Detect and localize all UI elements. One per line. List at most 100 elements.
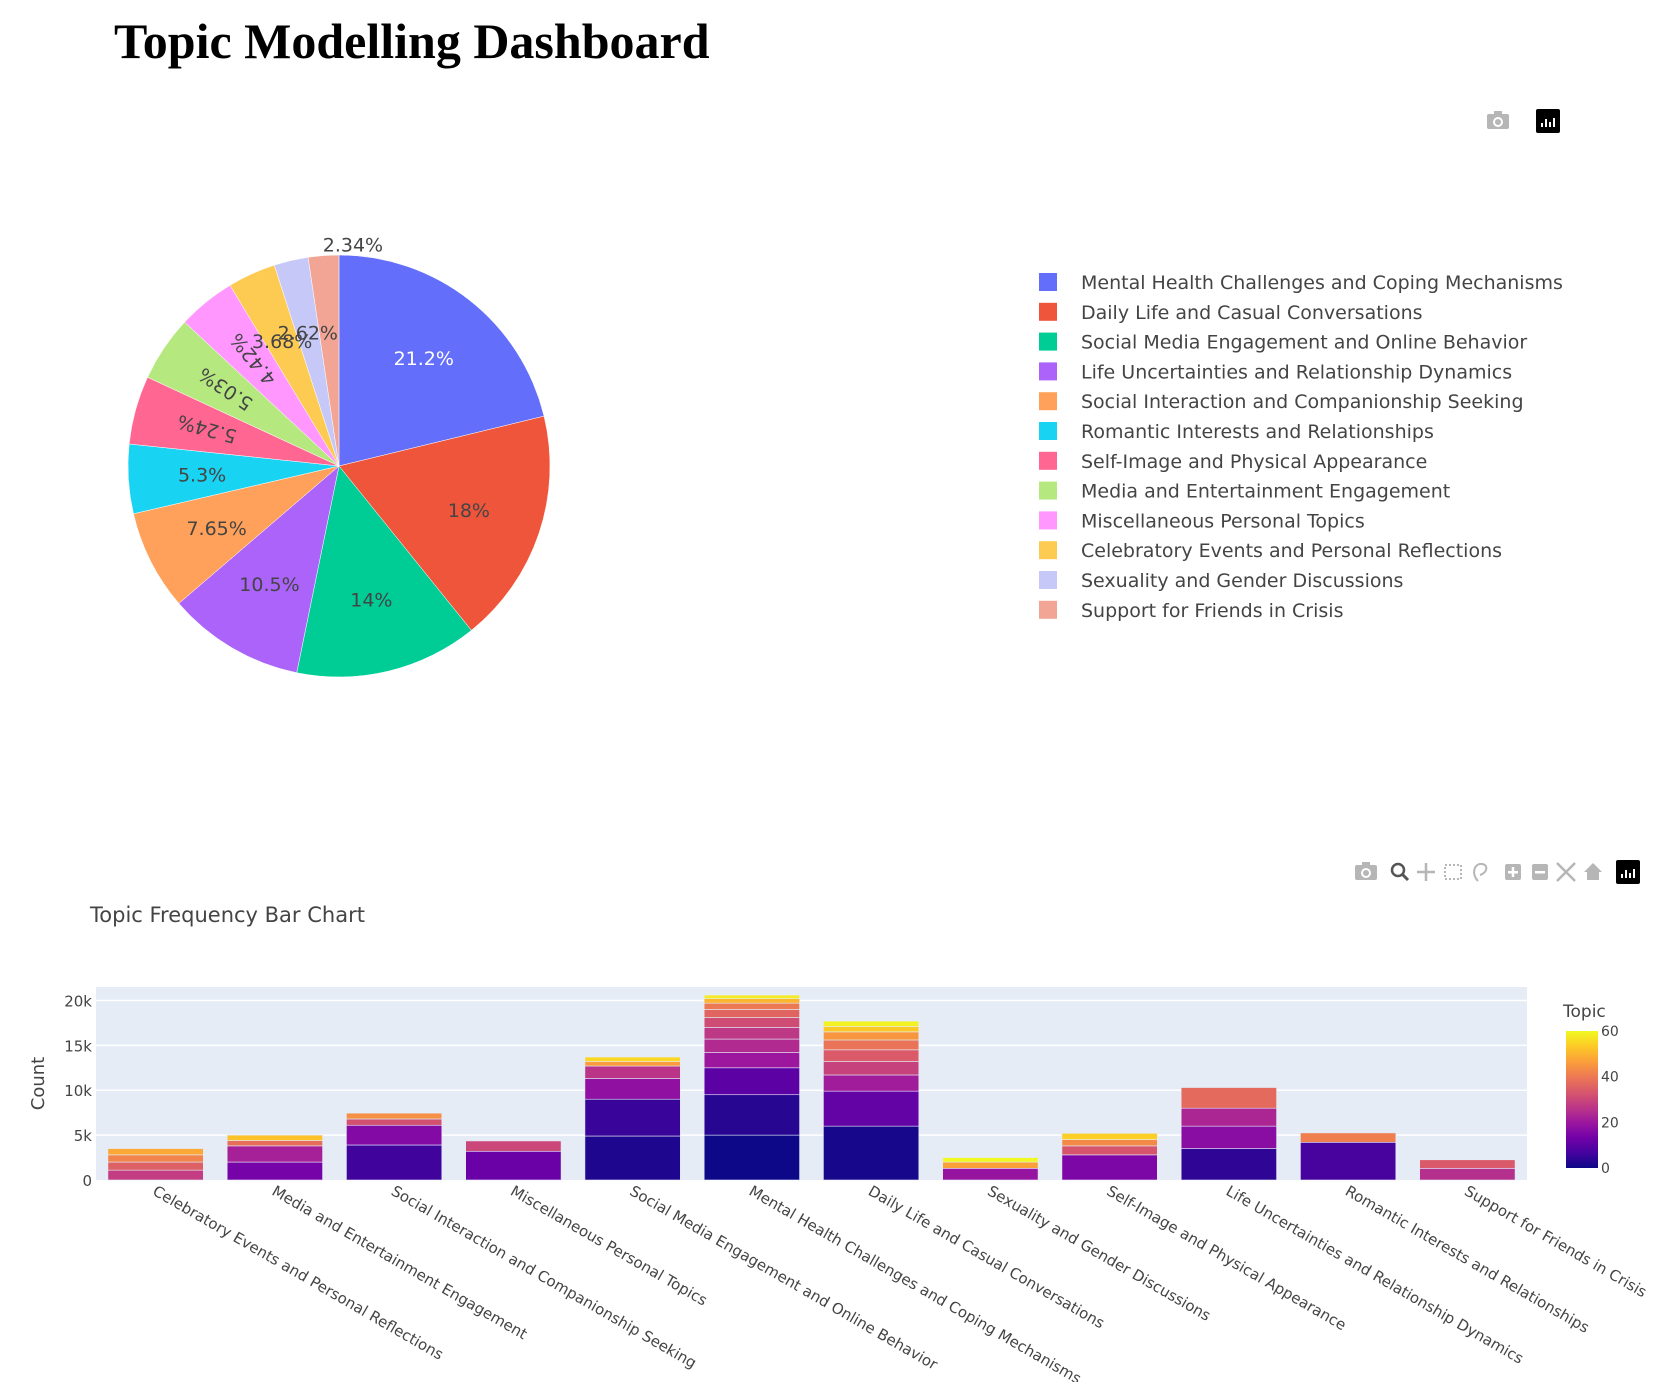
bar-segment[interactable]	[584, 1098, 681, 1137]
legend-swatch	[1039, 600, 1057, 619]
box-select-icon[interactable]	[1444, 864, 1462, 880]
bar-segment[interactable]	[703, 1027, 800, 1040]
legend-item[interactable]: Self-Image and Physical Appearance	[1039, 451, 1427, 473]
bar-segment[interactable]	[942, 1168, 1039, 1181]
bar-segment[interactable]	[1180, 1087, 1277, 1109]
bar-segment[interactable]	[584, 1065, 681, 1079]
plotly-logo-icon[interactable]	[1616, 860, 1640, 884]
camera-icon[interactable]	[1487, 111, 1509, 129]
bar-segment[interactable]	[1419, 1159, 1516, 1169]
reset-axes-icon[interactable]	[1584, 863, 1602, 880]
bar-segment[interactable]	[346, 1124, 443, 1146]
bar-segment[interactable]	[1061, 1145, 1158, 1156]
bar-segment[interactable]	[703, 1134, 800, 1181]
bar-segment[interactable]	[1061, 1139, 1158, 1147]
bar-segment[interactable]	[703, 1038, 800, 1053]
bar-segment[interactable]	[703, 1052, 800, 1069]
bar-segment[interactable]	[1180, 1148, 1277, 1181]
bar-segment[interactable]	[703, 994, 800, 999]
zoom-out-icon[interactable]	[1532, 864, 1548, 880]
bar-segment[interactable]	[584, 1056, 681, 1062]
bar-segment[interactable]	[226, 1161, 323, 1181]
bar-segment[interactable]	[823, 1026, 920, 1033]
legend-item[interactable]: Mental Health Challenges and Coping Mech…	[1039, 272, 1563, 294]
bar-segment[interactable]	[107, 1154, 204, 1163]
legend-item[interactable]: Media and Entertainment Engagement	[1039, 481, 1450, 503]
bar-segment[interactable]	[823, 1049, 920, 1062]
pie-slice-label: 2.62%	[278, 322, 338, 344]
pie-slice[interactable]	[296, 465, 472, 678]
bar-segment[interactable]	[823, 1125, 920, 1181]
pie-slice[interactable]	[338, 415, 551, 631]
legend-item[interactable]: Miscellaneous Personal Topics	[1039, 510, 1365, 532]
legend-item[interactable]: Celebratory Events and Personal Reflecti…	[1039, 540, 1502, 562]
legend-item[interactable]: Social Media Engagement and Online Behav…	[1039, 332, 1527, 354]
bar-segment[interactable]	[703, 1002, 800, 1010]
bar-segment[interactable]	[823, 1020, 920, 1027]
legend-item[interactable]: Sexuality and Gender Discussions	[1039, 570, 1403, 592]
bar-segment[interactable]	[584, 1078, 681, 1100]
pie-slice[interactable]	[307, 254, 340, 467]
bar-segment[interactable]	[1061, 1133, 1158, 1140]
legend-item[interactable]: Daily Life and Casual Conversations	[1039, 302, 1423, 324]
legend-swatch	[1039, 332, 1057, 351]
bar-stack	[703, 994, 800, 1181]
bar-segment[interactable]	[584, 1061, 681, 1067]
pie-slice-label: 14%	[350, 589, 392, 611]
legend-swatch	[1039, 511, 1057, 530]
bar-segment[interactable]	[823, 1031, 920, 1041]
bar-segment[interactable]	[346, 1112, 443, 1120]
bar-segment[interactable]	[107, 1161, 204, 1171]
bar-segment[interactable]	[346, 1144, 443, 1181]
legend-item[interactable]: Life Uncertainties and Relationship Dyna…	[1039, 361, 1512, 383]
bar-segment[interactable]	[823, 1074, 920, 1092]
bar-segment[interactable]	[465, 1150, 562, 1181]
bar-segment[interactable]	[1061, 1154, 1158, 1181]
pie-slice[interactable]	[338, 254, 545, 467]
bar-stack	[107, 1148, 204, 1181]
bar-segment[interactable]	[1180, 1125, 1277, 1149]
bar-segment[interactable]	[107, 1148, 204, 1156]
bar-segment[interactable]	[1419, 1168, 1516, 1181]
bar-segment[interactable]	[107, 1169, 204, 1181]
bar-chart-title: Topic Frequency Bar Chart	[89, 903, 365, 927]
bar-segment[interactable]	[1300, 1141, 1397, 1181]
bar-segment[interactable]	[465, 1140, 562, 1152]
pie-slice[interactable]	[178, 465, 340, 674]
bar-segment[interactable]	[703, 998, 800, 1004]
pan-icon[interactable]	[1417, 863, 1435, 881]
bar-segment[interactable]	[703, 1094, 800, 1136]
plotly-logo-icon[interactable]	[1536, 109, 1560, 133]
bar-segment[interactable]	[346, 1118, 443, 1126]
zoom-in-icon[interactable]	[1505, 864, 1521, 880]
bar-segment[interactable]	[1300, 1132, 1397, 1143]
bar-segment[interactable]	[823, 1061, 920, 1076]
legend-item[interactable]: Social Interaction and Companionship See…	[1039, 391, 1524, 413]
bar-segment[interactable]	[703, 1009, 800, 1018]
bar-segment[interactable]	[584, 1135, 681, 1181]
bar-segment[interactable]	[942, 1161, 1039, 1169]
zoom-icon[interactable]	[1390, 862, 1410, 882]
legend-item[interactable]: Support for Friends in Crisis	[1039, 600, 1343, 622]
bar-segment[interactable]	[823, 1090, 920, 1127]
bar-segment[interactable]	[823, 1039, 920, 1051]
legend-swatch	[1039, 541, 1057, 560]
lasso-select-icon[interactable]	[1473, 862, 1488, 882]
bar-segment[interactable]	[226, 1134, 323, 1141]
pie-slice-label: 5.3%	[178, 464, 226, 486]
autoscale-icon[interactable]	[1556, 862, 1576, 882]
bar-stack	[1300, 1132, 1397, 1181]
bar-segment[interactable]	[942, 1157, 1039, 1163]
bar-segment[interactable]	[1180, 1107, 1277, 1127]
colorbar-title: Topic	[1562, 1002, 1606, 1022]
legend-item[interactable]: Romantic Interests and Relationships	[1039, 421, 1434, 443]
camera-icon[interactable]	[1355, 862, 1377, 880]
bar-stack	[1180, 1087, 1277, 1181]
bar-segment[interactable]	[703, 1067, 800, 1096]
x-tick-labels: Celebratory Events and Personal Reflecti…	[150, 1182, 1650, 1382]
bar-segment[interactable]	[226, 1140, 323, 1147]
bar-segment[interactable]	[226, 1145, 323, 1163]
bar-segment[interactable]	[703, 1017, 800, 1028]
colorbar-tick-label: 60	[1601, 1024, 1619, 1040]
pie-slice[interactable]	[133, 465, 340, 604]
